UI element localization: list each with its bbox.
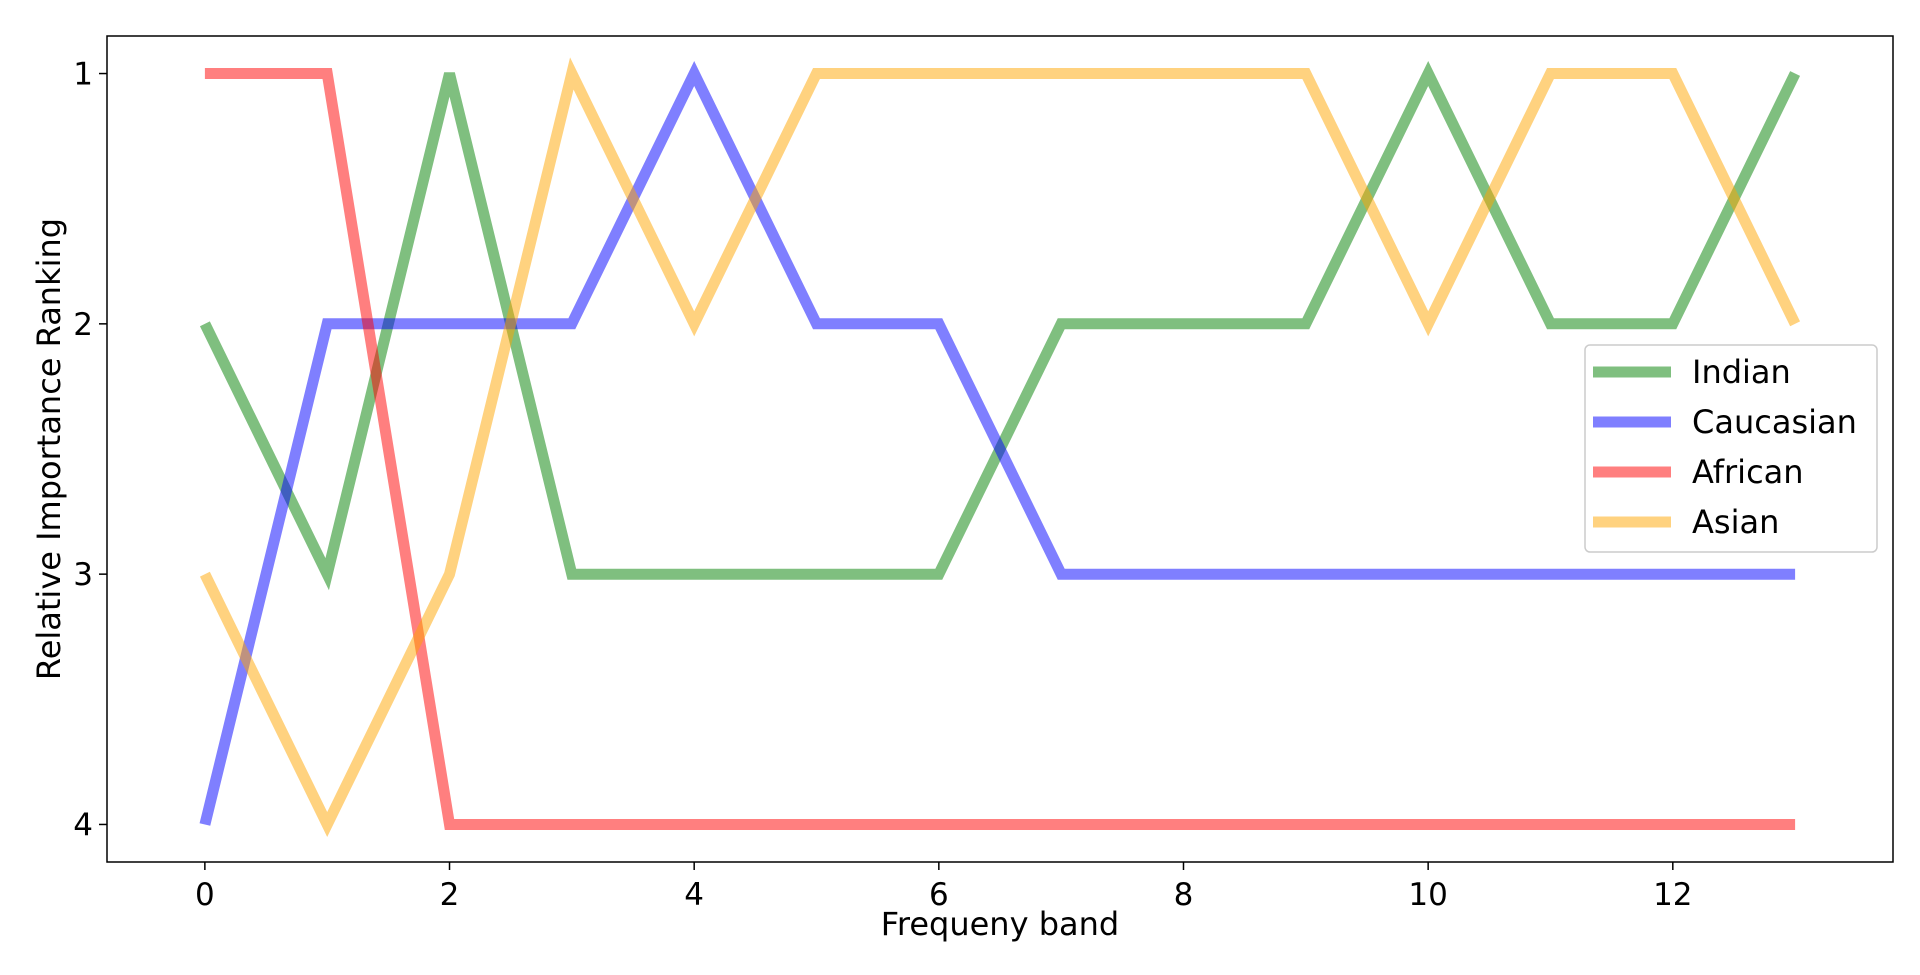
y-tick-label: 4 (73, 807, 93, 843)
series-line-asian (199, 57, 1801, 838)
series-line-caucasian (199, 60, 1796, 826)
x-tick-label: 10 (1408, 877, 1447, 913)
legend-label-asian: Asian (1692, 503, 1779, 541)
x-tick-label: 0 (195, 877, 215, 913)
x-axis-label: Frequeny band (881, 905, 1119, 943)
y-tick-label: 2 (73, 307, 93, 343)
series-layer (199, 57, 1801, 838)
series-line-african (204, 68, 1796, 830)
y-tick-label: 1 (73, 57, 93, 93)
x-tick-label: 8 (1174, 877, 1194, 913)
legend-box (1584, 344, 1878, 553)
legend-label-indian: Indian (1692, 353, 1791, 391)
legend-label-caucasian: Caucasian (1692, 403, 1857, 441)
x-tick-label: 6 (929, 877, 949, 913)
legend-label-african: African (1692, 453, 1804, 491)
x-tick-label: 4 (684, 877, 704, 913)
y-axis-label: Relative Importance Ranking (30, 218, 68, 680)
legend: Indian Caucasian African Asian (1584, 344, 1878, 553)
x-tick-label: 2 (440, 877, 460, 913)
y-tick-label: 3 (73, 557, 93, 593)
x-tick-label: 12 (1653, 877, 1692, 913)
plot-frame (106, 35, 1894, 863)
